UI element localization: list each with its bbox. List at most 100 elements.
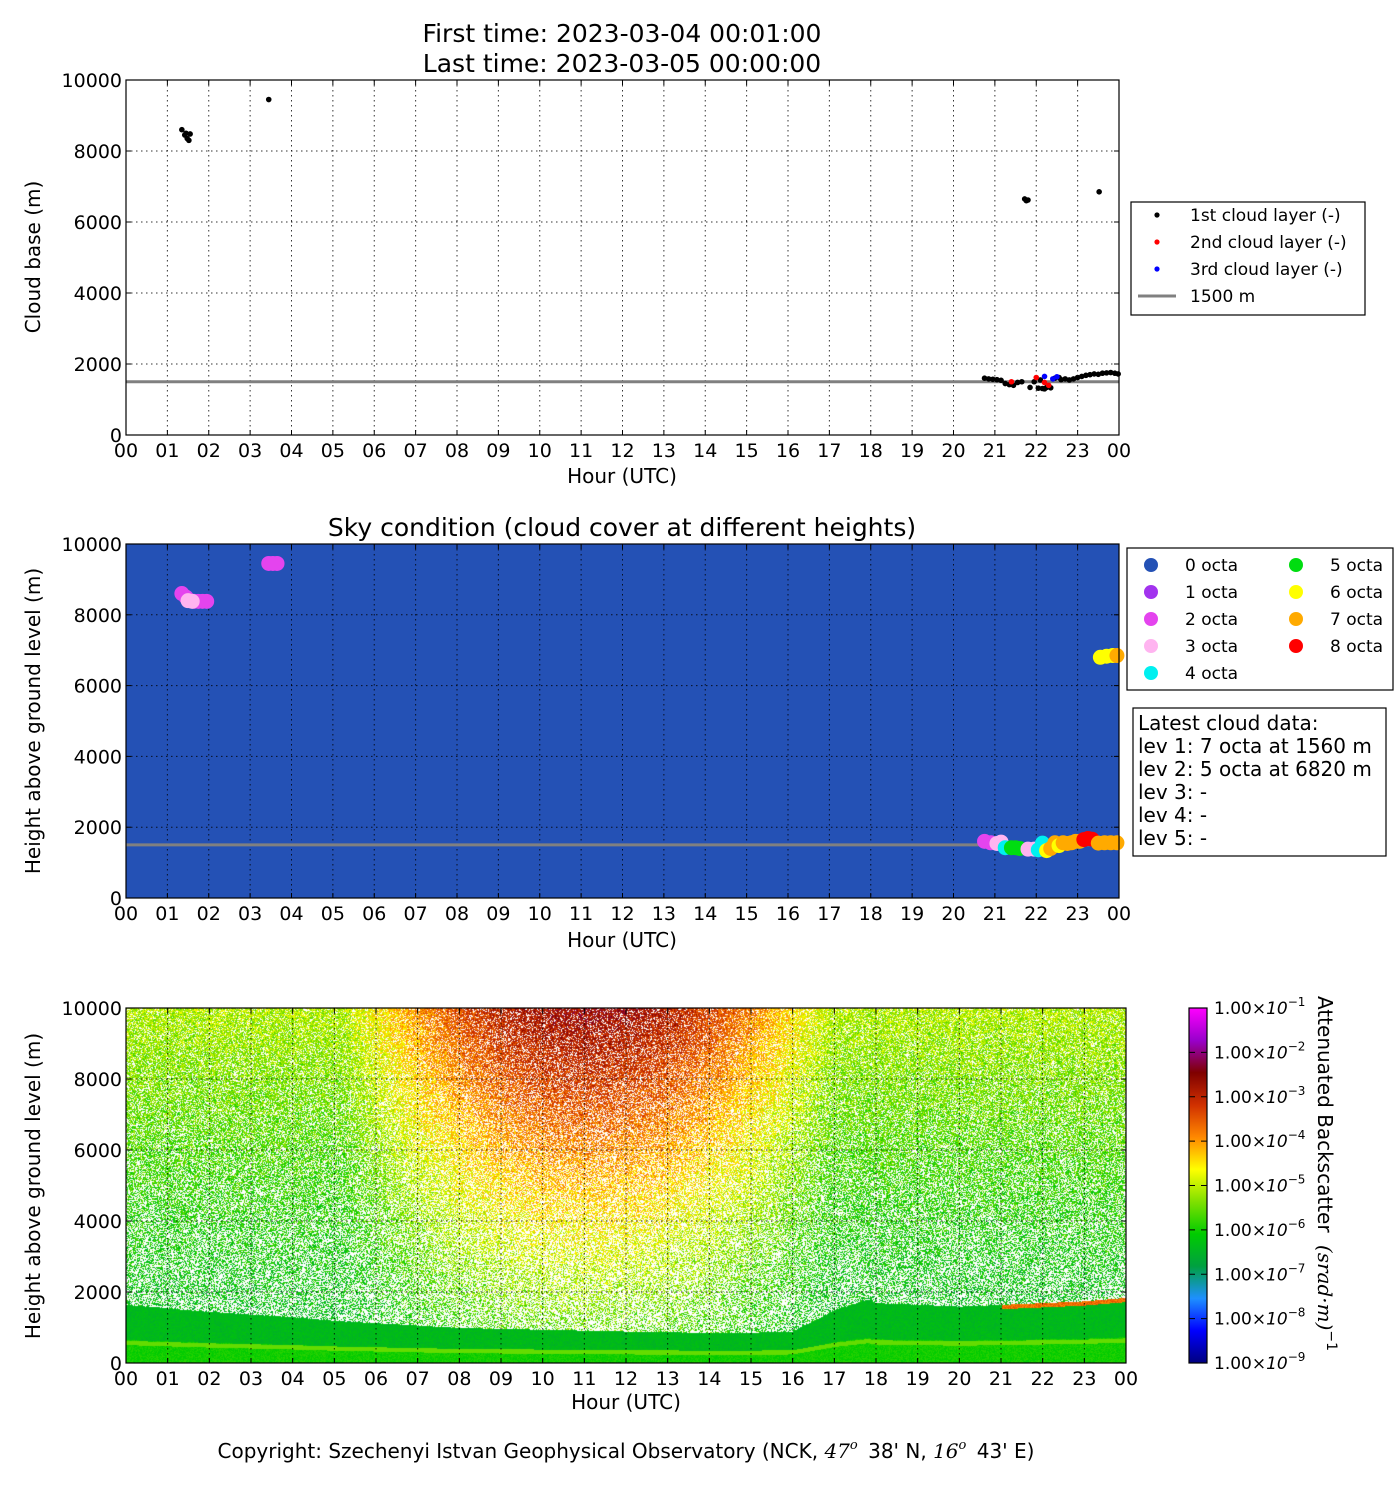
octa-legend-label: 5 octa bbox=[1330, 556, 1383, 576]
first-time-label: First time: 2023-03-04 00:01:00 bbox=[423, 19, 822, 48]
octa-legend-marker bbox=[1144, 639, 1158, 653]
sky-condition-xtick-label: 04 bbox=[279, 903, 303, 925]
cloud-layer3-point bbox=[1041, 373, 1048, 380]
cloud-base-xtick-label: 15 bbox=[735, 440, 759, 462]
copyright-text: Copyright: Szechenyi Istvan Geophysical … bbox=[218, 1430, 1035, 1463]
backscatter-xtick-label: 11 bbox=[572, 1368, 596, 1390]
latest-cloud-box bbox=[1132, 707, 1387, 857]
cloud-base-xtick-label: 11 bbox=[569, 440, 593, 462]
legend-label-layer2: 2nd cloud layer (-) bbox=[1190, 233, 1347, 253]
octa-legend-marker bbox=[1144, 585, 1158, 599]
colorbar-tick-label: 1.00×10−8 bbox=[1214, 1306, 1305, 1330]
sky-condition-point bbox=[199, 593, 215, 609]
latest-cloud-line-4: lev 4: - bbox=[1138, 803, 1207, 827]
cloud-layer2-point bbox=[1045, 382, 1052, 389]
legend-marker-layer3 bbox=[1154, 266, 1160, 272]
backscatter-xtick-label: 18 bbox=[864, 1368, 888, 1390]
backscatter-xtick-label: 10 bbox=[531, 1368, 555, 1390]
legend-label-1500m: 1500 m bbox=[1190, 287, 1255, 307]
cloud-layer1-point bbox=[1115, 371, 1121, 377]
sky-condition-xtick-label: 02 bbox=[197, 903, 221, 925]
octa-legend-label: 4 octa bbox=[1185, 664, 1238, 684]
sky-condition-xtick-label: 12 bbox=[610, 903, 634, 925]
cloud-layer1-point bbox=[265, 96, 272, 103]
octa-legend-marker bbox=[1289, 612, 1303, 626]
backscatter-xtick-label: 05 bbox=[322, 1368, 346, 1390]
backscatter-xtick-label: 20 bbox=[947, 1368, 971, 1390]
cloud-base-ytick-label: 8000 bbox=[74, 141, 122, 163]
octa-legend-marker bbox=[1289, 558, 1303, 572]
backscatter-heatmap bbox=[126, 1008, 1126, 1363]
cloud-layer1-point bbox=[187, 131, 193, 137]
octa-legend-label: 1 octa bbox=[1185, 583, 1238, 603]
cloud-layer3-point bbox=[1050, 376, 1056, 382]
backscatter-xtick-label: 04 bbox=[281, 1368, 305, 1390]
sky-condition-xtick-label: 17 bbox=[817, 903, 841, 925]
sky-condition-ytick-label: 8000 bbox=[74, 605, 122, 627]
latest-cloud-line-2: lev 2: 5 octa at 6820 m bbox=[1138, 757, 1372, 781]
cloud-layer1-point bbox=[1031, 378, 1037, 385]
cloud-layer1-point bbox=[1096, 189, 1102, 195]
sky-condition-ytick-label: 10000 bbox=[62, 534, 122, 556]
octa-legend-label: 2 octa bbox=[1185, 610, 1238, 630]
latest-cloud-line-1: lev 1: 7 octa at 1560 m bbox=[1138, 734, 1372, 758]
backscatter-panel: 00 01 02 03 04 05 06 07 08 09 10 11 12 13 14 15 16 17 18 19… bbox=[21, 995, 1339, 1414]
colorbar-tick-label: 1.00×10−4 bbox=[1214, 1128, 1305, 1152]
octa-legend-label: 8 octa bbox=[1330, 637, 1383, 657]
sky-condition-panel: Sky condition (cloud cover at different … bbox=[21, 513, 1394, 952]
sky-condition-ylabel: Height above ground level (m) bbox=[21, 568, 45, 874]
backscatter-xtick-label: 06 bbox=[364, 1368, 388, 1390]
sky-condition-xtick-label: 14 bbox=[693, 903, 717, 925]
sky-condition-xtick-label: 05 bbox=[321, 903, 345, 925]
cloud-layer1-point bbox=[186, 137, 192, 144]
last-time-label: Last time: 2023-03-05 00:00:00 bbox=[423, 49, 821, 78]
cloud-base-xtick-label: 22 bbox=[1024, 440, 1048, 462]
octa-legend-marker bbox=[1144, 666, 1158, 680]
sky-condition-xtick-label: 19 bbox=[900, 903, 924, 925]
backscatter-xtick-label: 00 bbox=[114, 1368, 138, 1390]
cloud-layer1-point bbox=[179, 126, 185, 133]
backscatter-xtick-label: 23 bbox=[1072, 1368, 1096, 1390]
octa-legend: 0 octa 1 octa 2 octa 3 octa 4 octa 5 octa 6 oc… bbox=[1144, 556, 1383, 684]
octa-legend-marker bbox=[1144, 558, 1158, 572]
legend-marker-layer1 bbox=[1154, 212, 1160, 218]
cloud-base-xtick-label: 17 bbox=[817, 440, 841, 462]
sky-condition-xtick-label: 10 bbox=[528, 903, 552, 925]
cloud-base-xtick-label: 13 bbox=[652, 440, 676, 462]
sky-condition-xtick-label: 03 bbox=[238, 903, 262, 925]
backscatter-xlabel: Hour (UTC) bbox=[571, 1390, 681, 1414]
cloud-base-xlabel: Hour (UTC) bbox=[567, 464, 677, 488]
octa-legend-marker bbox=[1144, 612, 1158, 626]
backscatter-ytick-label: 8000 bbox=[74, 1069, 122, 1091]
cloud-layer1-point bbox=[1107, 369, 1114, 376]
backscatter-xtick-label: 01 bbox=[156, 1368, 180, 1390]
backscatter-xtick-label: 03 bbox=[239, 1368, 263, 1390]
cloud-base-legend: 1st cloud layer (-) 2nd cloud layer (-) … bbox=[1130, 201, 1366, 316]
backscatter-xtick-label: 07 bbox=[406, 1368, 430, 1390]
cloud-base-panel: 00 01 02 03 04 05 06 07 08 09 10 11 12 13 14 15 16 17 18 19… bbox=[21, 70, 1366, 488]
cloud-layer1-point bbox=[998, 377, 1004, 384]
colorbar-label: Attenuated Backscatter (srad·m)−1 bbox=[1313, 996, 1339, 1351]
cloud-layer1-point bbox=[1018, 378, 1025, 385]
legend-marker-layer2 bbox=[1154, 239, 1160, 245]
sky-condition-xtick-label: 07 bbox=[404, 903, 428, 925]
octa-legend-label: 6 octa bbox=[1330, 583, 1383, 603]
cloud-layer1-point bbox=[1025, 197, 1031, 203]
backscatter-ytick-label: 0 bbox=[110, 1353, 122, 1375]
backscatter-ytick-label: 2000 bbox=[74, 1282, 122, 1304]
cloud-base-ytick-label: 4000 bbox=[74, 283, 122, 305]
cloud-layer1-point bbox=[1037, 377, 1044, 383]
sky-condition-ytick-label: 6000 bbox=[74, 676, 122, 698]
sky-condition-ytick-label: 2000 bbox=[74, 817, 122, 839]
cloud-base-xtick-label: 19 bbox=[900, 440, 924, 462]
cloud-layer3-point bbox=[1054, 373, 1060, 380]
cloud-base-ylabel: Cloud base (m) bbox=[21, 181, 45, 334]
cloud-base-xtick-label: 00 bbox=[1107, 440, 1131, 462]
cloud-base-xtick-label: 05 bbox=[321, 440, 345, 462]
cloud-layer1-point bbox=[994, 376, 1000, 383]
cloud-base-ytick-label: 0 bbox=[110, 425, 122, 447]
sky-condition-xtick-label: 13 bbox=[652, 903, 676, 925]
sky-condition-xtick-label: 06 bbox=[362, 903, 386, 925]
colorbar-tick-label: 1.00×10−5 bbox=[1214, 1173, 1305, 1197]
backscatter-ytick-label: 6000 bbox=[74, 1140, 122, 1162]
